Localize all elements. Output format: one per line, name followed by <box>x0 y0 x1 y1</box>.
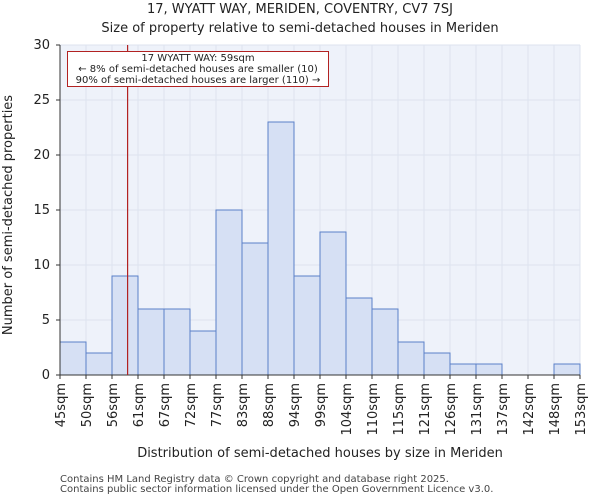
x-axis-label: Distribution of semi-detached houses by … <box>137 446 503 461</box>
x-tick-label: 56sqm <box>106 383 121 427</box>
x-tick-label: 67sqm <box>158 383 173 427</box>
annotation-line-2: ← 8% of semi-detached houses are smaller… <box>78 64 318 75</box>
histogram-bar <box>345 297 373 376</box>
histogram-bar <box>397 341 425 376</box>
histogram-bar <box>137 308 165 376</box>
annotation-line-1: 17 WYATT WAY: 59sqm <box>141 53 255 64</box>
x-tick-label: 153sqm <box>574 383 589 436</box>
histogram-bar <box>85 352 113 376</box>
histogram-bar <box>293 275 321 376</box>
x-tick-label: 104sqm <box>340 383 355 436</box>
x-tick-label: 72sqm <box>184 383 199 427</box>
histogram-bar <box>241 242 269 376</box>
y-axis-label: Number of semi-detached properties <box>1 95 16 335</box>
y-tick-label: 15 <box>33 203 50 218</box>
chart-subtitle: Size of property relative to semi-detach… <box>101 21 499 36</box>
histogram-bar <box>553 363 581 376</box>
x-tick-label: 115sqm <box>392 383 407 436</box>
x-tick-label: 137sqm <box>496 383 511 436</box>
footer-licence: Contains public sector information licen… <box>60 484 494 495</box>
x-tick-label: 45sqm <box>54 383 69 427</box>
histogram-bar <box>189 330 217 376</box>
histogram-bar <box>475 363 503 376</box>
histogram-bar <box>371 308 399 376</box>
x-tick-label: 142sqm <box>522 383 537 436</box>
x-tick-label: 77sqm <box>210 383 225 427</box>
x-tick-label: 99sqm <box>314 383 329 427</box>
x-tick-label: 94sqm <box>288 383 303 427</box>
histogram-bar <box>163 308 191 376</box>
histogram-bar <box>423 352 451 376</box>
histogram-bar <box>111 275 139 376</box>
x-tick-label: 110sqm <box>366 383 381 436</box>
histogram-bar <box>59 341 87 376</box>
histogram-bar <box>215 209 243 376</box>
x-tick-label: 131sqm <box>470 383 485 436</box>
histogram-bar <box>319 231 347 376</box>
annotation-box: 17 WYATT WAY: 59sqm ← 8% of semi-detache… <box>67 51 329 87</box>
x-tick-label: 50sqm <box>80 383 95 427</box>
footer-copyright: Contains HM Land Registry data © Crown c… <box>60 474 449 485</box>
annotation-line-3: 90% of semi-detached houses are larger (… <box>75 75 321 86</box>
x-tick-label: 83sqm <box>236 383 251 427</box>
x-tick-label: 121sqm <box>418 383 433 436</box>
x-tick-label: 126sqm <box>444 383 459 436</box>
y-tick-label: 0 <box>42 368 50 383</box>
y-tick-label: 30 <box>33 38 50 53</box>
x-tick-label: 148sqm <box>548 383 563 436</box>
y-tick-label: 20 <box>33 148 50 163</box>
histogram-bar <box>449 363 477 376</box>
chart-title: 17, WYATT WAY, MERIDEN, COVENTRY, CV7 7S… <box>147 2 453 17</box>
y-tick-label: 25 <box>33 93 50 108</box>
x-tick-label: 61sqm <box>132 383 147 427</box>
x-tick-label: 88sqm <box>262 383 277 427</box>
y-tick-label: 10 <box>33 258 50 273</box>
histogram-bar <box>267 121 295 376</box>
y-tick-label: 5 <box>42 313 50 328</box>
